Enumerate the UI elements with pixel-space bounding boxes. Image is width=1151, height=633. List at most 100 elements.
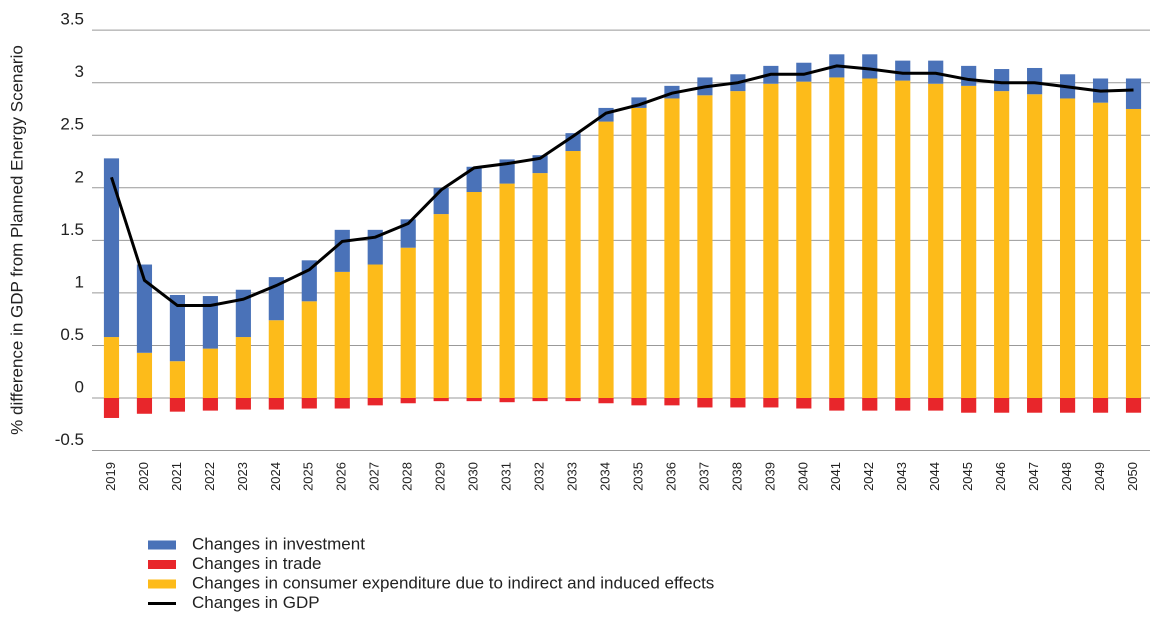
- bar: [169, 361, 186, 398]
- bar: [1092, 398, 1109, 413]
- bar: [796, 81, 812, 399]
- x-tick-label: 2042: [861, 462, 876, 491]
- bar: [103, 158, 120, 338]
- bar: [103, 398, 120, 418]
- bar: [730, 398, 746, 408]
- y-tick-label: 3.5: [60, 10, 84, 29]
- x-tick-label: 2023: [235, 462, 250, 491]
- bar: [862, 398, 878, 411]
- bar: [796, 62, 812, 82]
- x-tick-label: 2049: [1092, 462, 1107, 491]
- x-tick-label: 2031: [499, 462, 514, 491]
- x-tick-label: 2039: [762, 462, 777, 491]
- x-tick-label: 2044: [927, 462, 942, 491]
- bar: [961, 398, 977, 413]
- bar: [631, 97, 647, 108]
- bar: [433, 398, 449, 402]
- bar: [994, 69, 1010, 92]
- y-tick-label: 1.5: [60, 220, 84, 239]
- bar: [1027, 67, 1043, 95]
- bar: [1027, 94, 1043, 399]
- x-tick-label: 2040: [795, 462, 810, 491]
- bar: [664, 398, 680, 406]
- bar: [301, 398, 317, 409]
- bar: [466, 166, 482, 193]
- x-tick-label: 2032: [532, 462, 547, 491]
- bar: [169, 295, 186, 362]
- x-tick-label: 2025: [301, 462, 316, 491]
- bar: [697, 398, 713, 408]
- x-tick-label: 2030: [466, 462, 481, 491]
- x-tick-label: 2020: [136, 462, 151, 491]
- x-tick-label: 2035: [630, 462, 645, 491]
- bar: [400, 398, 416, 404]
- bar: [532, 173, 548, 398]
- bar: [895, 80, 911, 399]
- bar: [928, 83, 944, 398]
- x-tick-label: 2022: [202, 462, 217, 491]
- bar: [301, 301, 317, 398]
- bar: [532, 398, 548, 402]
- legend-swatch: [148, 540, 176, 550]
- bar: [367, 398, 383, 406]
- bar: [499, 398, 515, 403]
- bar: [1125, 78, 1142, 109]
- bar: [598, 121, 614, 398]
- bar: [136, 398, 153, 414]
- bar: [499, 183, 515, 398]
- bar: [466, 398, 482, 402]
- y-tick-label: 2: [75, 167, 84, 186]
- x-tick-label: 2043: [894, 462, 909, 491]
- x-tick-label: 2038: [729, 462, 744, 491]
- bar: [1092, 102, 1109, 398]
- x-tick-label: 2048: [1059, 462, 1074, 491]
- bar: [1027, 398, 1043, 413]
- bar: [862, 78, 878, 398]
- bar: [334, 229, 350, 272]
- bar: [697, 95, 713, 398]
- x-tick-label: 2029: [433, 462, 448, 491]
- legend-label: Changes in GDP: [192, 593, 320, 612]
- bar: [1125, 108, 1142, 398]
- y-axis-label: % difference in GDP from Planned Energy …: [7, 45, 26, 435]
- bar: [235, 337, 251, 398]
- y-tick-label: 3: [75, 62, 84, 81]
- x-tick-label: 2028: [400, 462, 415, 491]
- bar: [994, 91, 1010, 398]
- x-tick-label: 2037: [696, 462, 711, 491]
- bar: [202, 348, 218, 398]
- bar: [895, 398, 911, 411]
- y-tick-label: -0.5: [55, 430, 84, 449]
- bar: [763, 398, 779, 408]
- gdp-line: [110, 64, 1134, 308]
- bar: [565, 398, 581, 402]
- x-tick-label: 2047: [1026, 462, 1041, 491]
- bar: [433, 214, 449, 398]
- bar: [961, 85, 977, 398]
- y-tick-label: 2.5: [60, 115, 84, 134]
- bar: [268, 320, 284, 398]
- bar: [829, 398, 845, 411]
- x-tick-label: 2036: [663, 462, 678, 491]
- bar: [961, 65, 977, 86]
- bar: [169, 398, 186, 412]
- bar: [235, 398, 251, 410]
- bar: [466, 192, 482, 398]
- x-tick-label: 2033: [564, 462, 579, 491]
- bar: [136, 352, 153, 398]
- x-tick-label: 2027: [367, 462, 382, 491]
- bar: [730, 91, 746, 398]
- bar: [334, 271, 350, 398]
- y-tick-label: 0: [75, 377, 84, 396]
- bar: [136, 264, 153, 353]
- legend-label: Changes in trade: [192, 554, 321, 573]
- x-tick-label: 2019: [103, 462, 118, 491]
- x-tick-label: 2041: [828, 462, 843, 491]
- bar: [1059, 98, 1076, 398]
- bar: [895, 60, 911, 81]
- bar: [202, 296, 218, 349]
- legend-swatch: [148, 579, 176, 589]
- bar: [367, 264, 383, 398]
- bar: [235, 289, 251, 338]
- bar: [565, 151, 581, 398]
